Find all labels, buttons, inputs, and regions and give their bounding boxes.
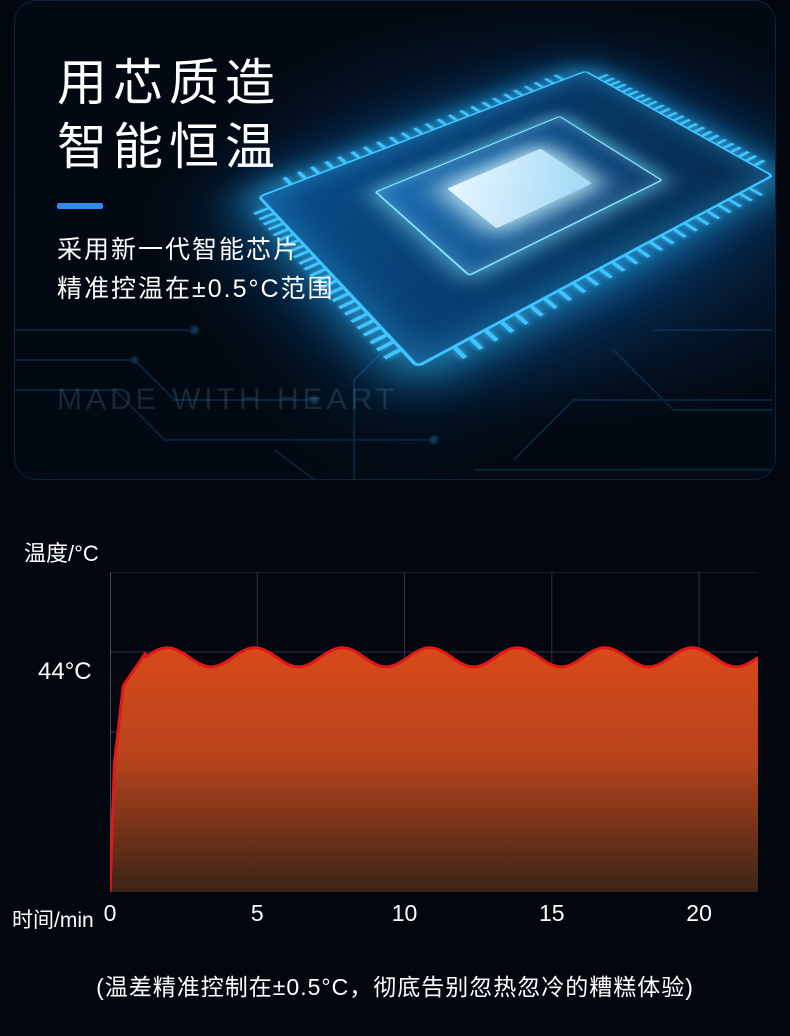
x-tick-15: 15: [539, 900, 565, 927]
hero-subtitle-line1: 采用新一代智能芯片: [57, 231, 335, 270]
chart-plot-area: [110, 572, 758, 892]
hero-subtitle-line2: 精准控温在±0.5°C范围: [57, 270, 335, 309]
hero-panel: 用芯质造 智能恒温 采用新一代智能芯片 精准控温在±0.5°C范围 MADE W…: [14, 0, 776, 480]
accent-bar: [57, 203, 103, 209]
y-axis-tick-44: 44°C: [38, 658, 92, 686]
y-axis-label: 温度/°C: [24, 536, 99, 568]
hero-title-line2: 智能恒温: [57, 115, 335, 179]
x-tick-5: 5: [251, 900, 264, 927]
x-tick-0: 0: [104, 900, 117, 927]
x-tick-20: 20: [686, 900, 712, 927]
hero-title-line1: 用芯质造: [57, 51, 335, 115]
hero-text-block: 用芯质造 智能恒温 采用新一代智能芯片 精准控温在±0.5°C范围: [57, 51, 335, 309]
x-axis-label: 时间/min: [12, 904, 94, 934]
watermark-text: MADE WITH HEART: [57, 383, 398, 417]
chart-caption: (温差精准控制在±0.5°C，彻底告别忽热忽冷的糟糕体验): [0, 968, 790, 1002]
x-tick-10: 10: [392, 900, 418, 927]
x-axis-ticks: 05101520: [110, 900, 758, 930]
